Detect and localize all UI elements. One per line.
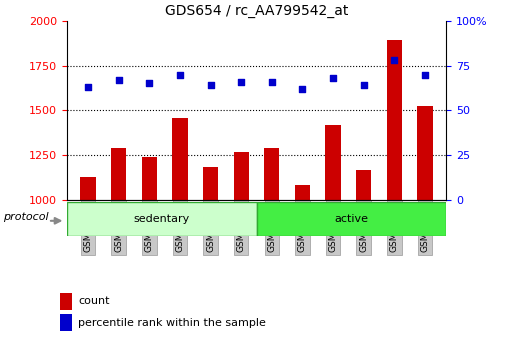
Point	[114, 77, 123, 83]
Bar	[387, 40, 402, 200]
Bar	[295, 185, 310, 200]
Point	[299, 86, 307, 92]
Bar	[111, 148, 126, 200]
Bar	[325, 125, 341, 200]
Text: protocol: protocol	[3, 213, 49, 222]
Point	[268, 79, 276, 85]
Bar	[264, 148, 280, 200]
Bar	[61, 293, 72, 310]
Bar	[203, 167, 218, 200]
Bar	[356, 170, 371, 200]
Text: count: count	[78, 296, 110, 306]
Text: sedentary: sedentary	[133, 214, 190, 224]
Bar	[256, 202, 446, 236]
Point	[145, 81, 153, 86]
Title: GDS654 / rc_AA799542_at: GDS654 / rc_AA799542_at	[165, 4, 348, 18]
Point	[206, 82, 214, 88]
Point	[329, 75, 337, 81]
Bar	[61, 314, 72, 331]
Bar	[67, 202, 256, 236]
Point	[237, 79, 245, 85]
Point	[84, 84, 92, 90]
Point	[360, 82, 368, 88]
Bar	[142, 157, 157, 200]
Bar	[417, 106, 432, 200]
Point	[176, 72, 184, 77]
Text: active: active	[334, 214, 368, 224]
Bar	[81, 177, 96, 200]
Point	[390, 57, 399, 63]
Bar	[172, 118, 188, 200]
Text: percentile rank within the sample: percentile rank within the sample	[78, 317, 266, 327]
Point	[421, 72, 429, 77]
Bar	[233, 152, 249, 200]
